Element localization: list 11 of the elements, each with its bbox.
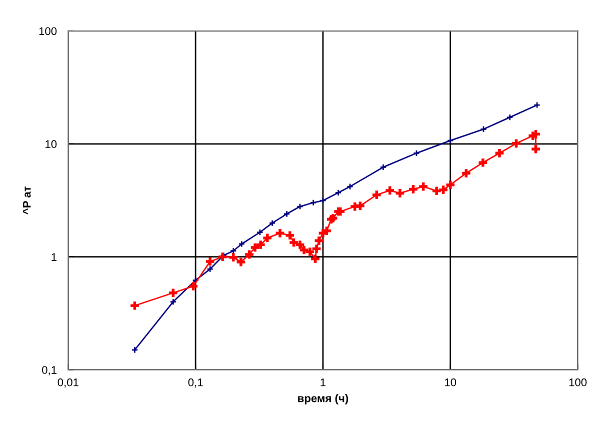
y-tick-label: 0,1	[42, 366, 56, 376]
x-axis-title: время (ч)	[298, 394, 348, 404]
x-tick-label: 100	[569, 378, 587, 386]
x-tick-label: 0,1	[188, 378, 203, 388]
x-tick-label: 10	[445, 378, 456, 386]
x-tick-label: 0,01	[58, 378, 78, 388]
y-axis-title: ^P ат	[23, 186, 31, 214]
x-tick-label: 1	[320, 378, 326, 386]
y-tick-label: 1	[52, 253, 56, 261]
y-tick-label: 100	[39, 27, 57, 36]
y-tick-label: 10	[46, 140, 57, 148]
